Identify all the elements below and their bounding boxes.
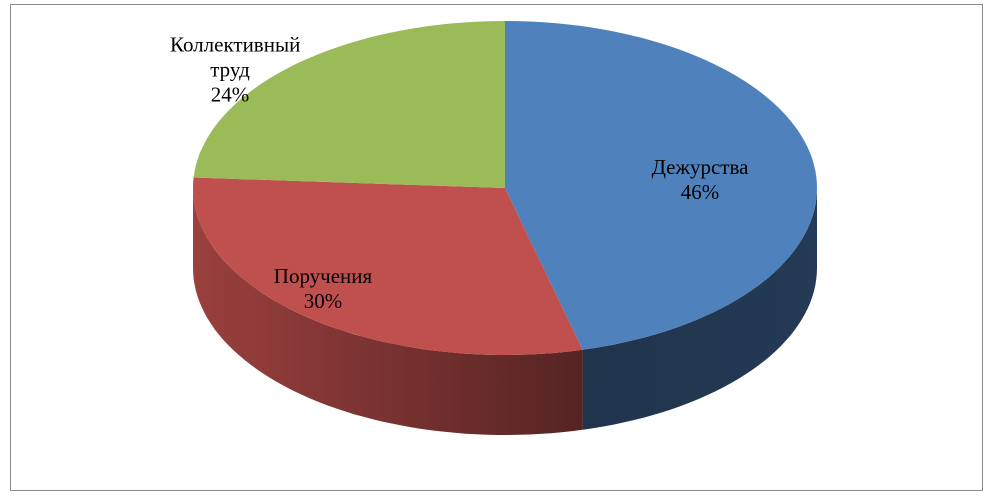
data-label-category: Поручения bbox=[273, 264, 373, 288]
pie-slice bbox=[505, 21, 817, 350]
data-label-category: Коллективный труд bbox=[170, 32, 301, 82]
pie-slice-side bbox=[193, 188, 583, 435]
pie-slice bbox=[193, 177, 583, 355]
data-label: Коллективный труд 24% bbox=[170, 32, 301, 108]
data-label: Поручения 30% bbox=[228, 264, 418, 314]
data-label-value: 30% bbox=[303, 289, 343, 313]
data-label-value: 46% bbox=[680, 180, 720, 204]
data-label-category: Дежурства bbox=[651, 155, 749, 179]
data-label: Дежурства 46% bbox=[605, 155, 795, 205]
data-label-value: 24% bbox=[210, 82, 250, 107]
pie-slice-side bbox=[582, 188, 817, 430]
pie-slice bbox=[193, 21, 505, 188]
